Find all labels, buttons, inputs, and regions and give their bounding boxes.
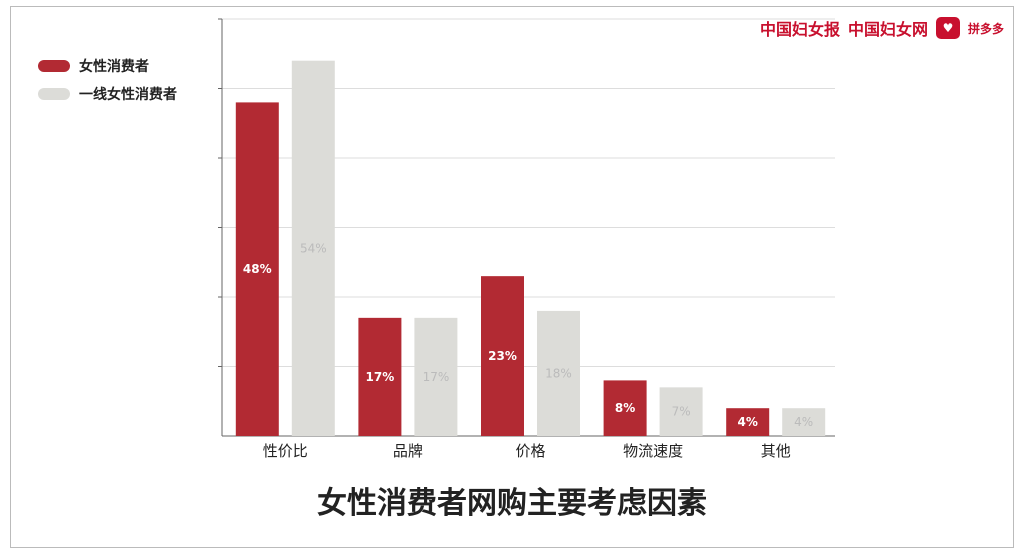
bar (235, 102, 279, 437)
bar (358, 317, 402, 436)
chart-title: 女性消费者网购主要考虑因素 (317, 486, 707, 521)
data-label: 17% (366, 370, 395, 384)
bar (726, 408, 770, 436)
x-tick-label: 物流速度 (623, 442, 683, 460)
logo-brand3: 拼多多 (967, 21, 1004, 36)
legend-swatch (38, 60, 70, 72)
logo-brand1: 中国妇女报 (759, 20, 840, 39)
pinduoduo-logo-icon: ♥ (935, 17, 960, 39)
data-label: 4% (738, 415, 758, 429)
bar (481, 276, 524, 436)
bar (291, 60, 335, 436)
chart-frame (10, 6, 1014, 548)
data-label: 8% (615, 401, 635, 415)
data-label: 18% (545, 366, 572, 380)
x-tick-label: 性价比 (263, 442, 308, 460)
data-label: 7% (672, 405, 691, 419)
bar (414, 317, 458, 436)
legend-swatch (38, 88, 70, 100)
legend-item: 一线女性消费者 (38, 80, 177, 108)
legend: 女性消费者 一线女性消费者 (38, 52, 177, 108)
legend-label: 女性消费者 (79, 59, 149, 75)
data-label: 4% (794, 415, 813, 429)
bar (603, 380, 647, 436)
legend-item: 女性消费者 (38, 52, 177, 80)
bar (537, 310, 580, 436)
x-tick-label: 品牌 (393, 442, 423, 460)
logo-brand2: 中国妇女网 (847, 20, 928, 39)
data-label: 54% (300, 241, 327, 255)
bar (782, 408, 826, 436)
data-label: 48% (243, 262, 272, 276)
logos: 中国妇女报 中国妇女网 ♥ 拼多多 (760, 16, 1004, 40)
x-tick-label: 其他 (761, 442, 791, 460)
data-label: 17% (423, 370, 450, 384)
bar (659, 387, 703, 436)
data-label: 23% (488, 349, 517, 363)
x-tick-label: 价格 (515, 442, 545, 460)
legend-label: 一线女性消费者 (79, 87, 177, 103)
